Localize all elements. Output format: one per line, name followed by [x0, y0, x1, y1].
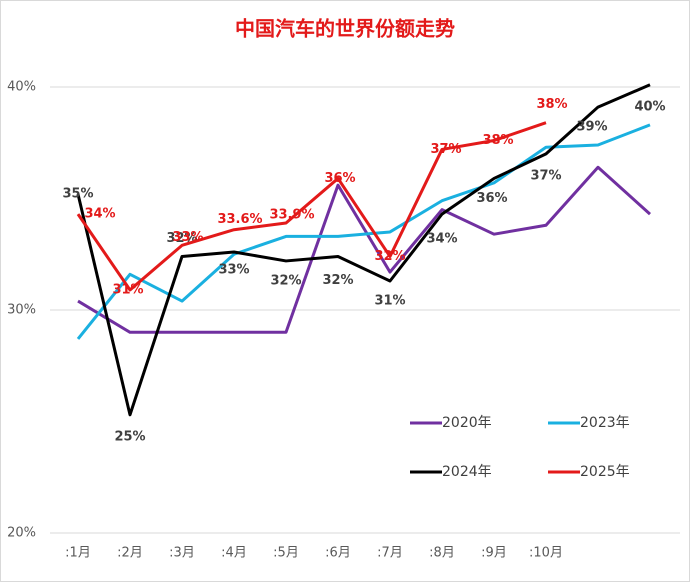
data-label: 33%: [218, 263, 249, 278]
data-label: 32%: [374, 249, 405, 264]
data-label: 33%: [172, 230, 203, 245]
data-label: 38%: [536, 97, 567, 112]
data-label: 31%: [112, 282, 143, 297]
data-label: 37%: [530, 168, 561, 183]
x-tick-label: :2月: [117, 546, 143, 561]
series-line: [76, 121, 547, 292]
x-tick-label: :7月: [377, 546, 403, 561]
x-tick-label: :4月: [221, 546, 247, 561]
chart-title: 中国汽车的世界份额走势: [235, 17, 455, 41]
series-line: [77, 165, 652, 334]
data-label: 25%: [114, 429, 145, 444]
data-label: 33.9%: [269, 208, 314, 223]
data-label: 34%: [84, 207, 115, 222]
data-label: 34%: [426, 232, 457, 247]
series-line: [76, 83, 651, 417]
data-label: 40%: [634, 99, 665, 114]
x-tick-label: :6月: [325, 546, 351, 561]
x-tick-label: :9月: [481, 546, 507, 561]
x-tick-label: :3月: [169, 546, 195, 561]
data-label: 38%: [482, 133, 513, 148]
legend-label: 2024年: [442, 464, 492, 480]
x-tick-label: :10月: [529, 546, 563, 561]
data-label: 36%: [476, 191, 507, 206]
data-label: 32%: [270, 273, 301, 288]
legend-label: 2025年: [580, 464, 630, 480]
data-label: 32%: [322, 273, 353, 288]
x-tick-label: :5月: [273, 546, 299, 561]
y-tick-label: 40%: [7, 80, 36, 95]
data-label: 36%: [324, 171, 355, 186]
x-tick-label: :8月: [429, 546, 455, 561]
y-tick-label: 30%: [7, 303, 36, 318]
data-label: 35%: [62, 187, 93, 202]
legend-label: 2020年: [442, 415, 492, 431]
data-label: 31%: [374, 294, 405, 309]
x-tick-label: :1月: [65, 546, 91, 561]
data-label: 37%: [430, 142, 461, 157]
y-tick-label: 20%: [7, 526, 36, 541]
data-label: 33.6%: [217, 212, 262, 227]
data-label: 39%: [576, 120, 607, 135]
legend-label: 2023年: [580, 415, 630, 431]
